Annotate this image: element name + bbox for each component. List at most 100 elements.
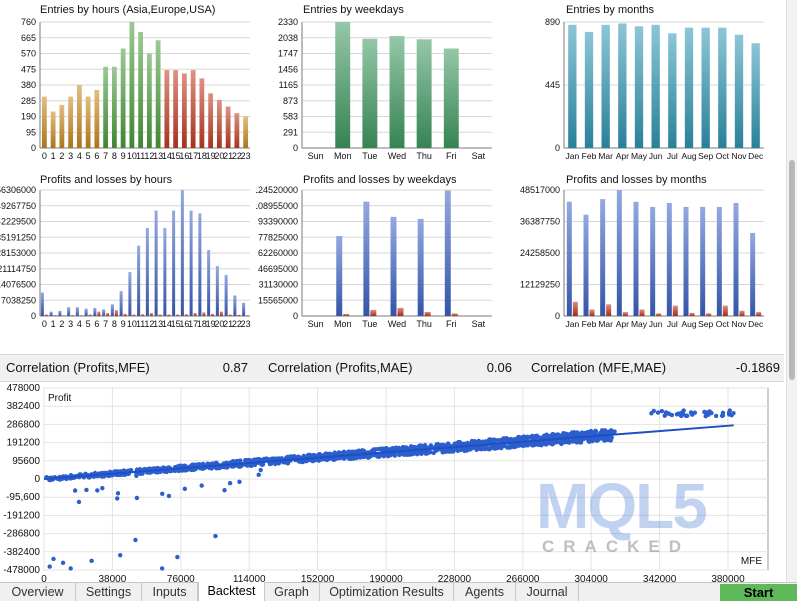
scatter-point	[482, 446, 488, 451]
x-tick-label: Dec	[748, 319, 764, 329]
profit-bar	[650, 206, 656, 316]
y-tick-label: 49267750	[0, 201, 36, 211]
profit-bar	[566, 201, 572, 316]
chart-pl-hours: 0703825014076500211147502815300035191250…	[0, 186, 251, 329]
x-tick-label: 13	[153, 319, 163, 329]
loss-bar	[237, 314, 241, 316]
y-axis-label: Profit	[48, 393, 72, 404]
entry-bar	[129, 22, 135, 148]
scatter-point	[590, 439, 595, 444]
watermark-subtitle: CRACKED	[542, 537, 690, 556]
y-tick-label: 380	[21, 80, 36, 90]
loss-bar	[228, 314, 232, 316]
loss-bar	[606, 304, 612, 316]
x-tick-label: Jun	[649, 319, 663, 329]
entry-bar	[568, 24, 577, 149]
entry-bar	[68, 96, 74, 148]
x-tick-label: Sep	[698, 151, 713, 161]
loss-bar	[343, 313, 350, 316]
profit-bar	[163, 228, 167, 316]
tab-optimization-results[interactable]: Optimization Results	[320, 583, 454, 601]
x-tick-label: May	[631, 319, 648, 329]
scatter-point	[663, 410, 669, 415]
y-tick-label: 108955000	[256, 201, 298, 211]
start-button[interactable]: Start	[720, 584, 797, 601]
loss-bar	[132, 314, 136, 316]
tab-settings[interactable]: Settings	[76, 583, 142, 601]
entry-bar	[416, 39, 432, 149]
x-tick-label: Fri	[446, 151, 457, 161]
chart-title-entries-weekdays: Entries by weekdays	[303, 4, 404, 16]
x-tick-label: Fri	[446, 319, 457, 329]
x-tick-label: 7	[103, 151, 108, 161]
x-tick-label: 16	[179, 151, 189, 161]
x-tick-label: 2	[59, 319, 64, 329]
entry-bar	[208, 93, 214, 148]
scatter-point	[604, 436, 609, 442]
profit-bar	[207, 250, 211, 316]
tab-agents[interactable]: Agents	[454, 583, 516, 601]
profit-bar	[733, 203, 739, 316]
y-tick-label: 2330	[278, 18, 298, 27]
scatter-point	[508, 445, 513, 450]
x-tick-label: 114000	[233, 574, 266, 582]
tab-inputs[interactable]: Inputs	[142, 583, 198, 601]
scatter-point	[182, 486, 188, 492]
profit-bar	[40, 292, 44, 316]
loss-bar	[656, 313, 662, 316]
x-tick-label: 9	[121, 319, 126, 329]
scatter-point	[521, 443, 526, 449]
y-tick-label: -286800	[3, 529, 40, 540]
vertical-scrollbar[interactable]	[786, 0, 797, 582]
scatter-point	[720, 413, 726, 418]
scrollbar-thumb[interactable]	[789, 160, 795, 380]
profit-bar	[417, 218, 424, 316]
entry-bar	[443, 48, 459, 148]
x-tick-label: Apr	[616, 151, 629, 161]
scatter-point	[551, 432, 556, 437]
scatter-point	[410, 444, 416, 450]
y-tick-label: 890	[545, 18, 560, 27]
entry-bar	[103, 66, 109, 148]
scatter-point	[554, 432, 559, 437]
y-tick-label: 36387750	[520, 217, 560, 227]
entry-bar	[618, 23, 627, 149]
loss-bar	[589, 309, 595, 316]
chart-profit-vs-mfe: 478000 382400 286800 191200 95600 0 -95,600 -19…	[3, 383, 769, 582]
x-tick-label: Aug	[681, 319, 696, 329]
entry-bar	[751, 43, 760, 148]
x-tick-label: Aug	[681, 151, 696, 161]
tab-overview[interactable]: Overview	[0, 583, 76, 601]
scatter-point	[472, 439, 477, 445]
x-tick-label: 304000	[575, 574, 609, 582]
tab-journal[interactable]: Journal	[516, 583, 579, 601]
entry-bar	[734, 34, 744, 148]
y-tick-label: 285	[21, 96, 36, 106]
y-tick-label: 1456	[278, 64, 298, 74]
profit-bar	[198, 213, 202, 316]
scatter-point	[457, 440, 462, 445]
scatter-point	[222, 487, 227, 493]
y-tick-label: 24258500	[520, 248, 560, 258]
profit-bar	[145, 228, 149, 316]
tab-graph[interactable]: Graph	[264, 583, 320, 601]
y-tick-label: 62260000	[258, 248, 298, 258]
scatter-point	[134, 495, 140, 501]
scatter-point	[404, 445, 409, 451]
x-tick-label: Wed	[388, 319, 406, 329]
loss-bar	[184, 314, 188, 316]
x-tick-label: Oct	[716, 319, 730, 329]
tab-backtest[interactable]: Backtest	[198, 582, 265, 601]
scatter-point	[476, 439, 481, 444]
scatter-point	[199, 483, 204, 488]
x-tick-label: Thu	[416, 319, 432, 329]
x-tick-label: 266000	[506, 574, 540, 582]
scatter-point	[487, 437, 492, 442]
trend-line	[43, 424, 734, 480]
scatter-point	[301, 453, 306, 459]
loss-bar	[114, 310, 118, 316]
loss-bar	[246, 315, 250, 316]
scatter-point	[525, 441, 530, 447]
profit-bar	[242, 302, 246, 316]
